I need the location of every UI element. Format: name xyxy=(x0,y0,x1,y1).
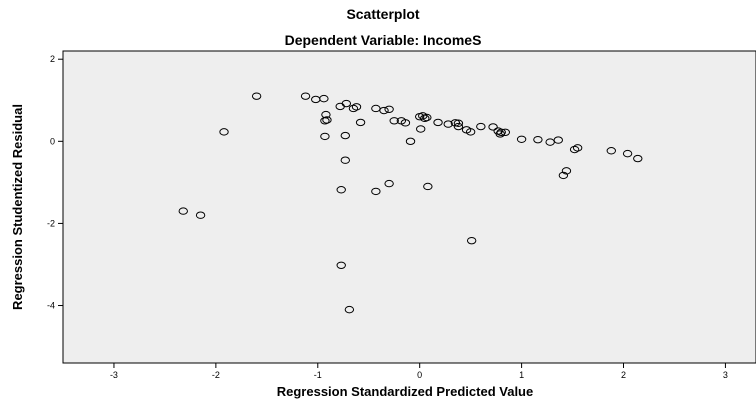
scatter-point xyxy=(569,145,580,154)
scatter-point xyxy=(423,182,433,191)
x-tick-label: 3 xyxy=(723,370,728,380)
scatter-point xyxy=(443,120,453,128)
chart-title: Scatterplot xyxy=(346,6,419,22)
scatter-point xyxy=(340,156,350,164)
scatter-point xyxy=(500,128,510,136)
y-tick-label: 2 xyxy=(50,54,55,64)
scatter-point xyxy=(336,186,346,194)
scatter-point xyxy=(453,119,464,127)
scatter-point xyxy=(384,179,394,188)
y-tick-label: -4 xyxy=(47,301,55,311)
scatter-point xyxy=(384,105,394,113)
x-tick-label: -2 xyxy=(212,370,220,380)
axis-ticks: -3 -2 -1 0 1 2 3 2 0 -2 -4 xyxy=(47,54,728,380)
scatter-point xyxy=(371,104,381,113)
scatter-point xyxy=(195,211,206,219)
scatter-point xyxy=(496,128,506,136)
y-axis-label: Regression Studentized Residual xyxy=(10,104,25,310)
y-tick-label: -2 xyxy=(47,218,55,228)
x-axis-label: Regression Standardized Predicted Value xyxy=(277,384,533,399)
scatter-point xyxy=(466,236,477,245)
scatter-point xyxy=(300,92,311,100)
x-tick-label: 1 xyxy=(519,370,524,380)
scatter-point xyxy=(344,305,355,314)
x-tick-label: 0 xyxy=(417,370,422,380)
scatter-point xyxy=(453,122,464,131)
scatter-point xyxy=(336,261,346,269)
scatter-point xyxy=(488,123,498,131)
scatter-point xyxy=(561,167,572,175)
scatter-point xyxy=(319,94,329,103)
scatter-point xyxy=(320,132,330,141)
scatter-point xyxy=(320,117,330,125)
scatter-point xyxy=(355,118,366,127)
scatter-point xyxy=(322,116,332,124)
y-tick-label: 0 xyxy=(50,136,55,146)
scatter-point xyxy=(622,149,633,158)
scatter-point xyxy=(178,207,188,215)
scatter-point xyxy=(348,104,359,113)
scatter-point xyxy=(379,106,389,115)
scatter-point xyxy=(405,137,416,146)
x-tick-label: -3 xyxy=(110,370,118,380)
scatter-point xyxy=(433,118,443,127)
scatter-point xyxy=(553,136,563,144)
plot-area xyxy=(62,50,756,364)
scatter-point xyxy=(558,171,569,180)
scatter-point xyxy=(341,99,352,108)
scatter-point xyxy=(219,128,229,136)
scatter-point xyxy=(351,103,362,111)
x-tick-label: -1 xyxy=(314,370,322,380)
scatter-point xyxy=(340,131,350,140)
scatter-point xyxy=(633,154,643,163)
scatter-point xyxy=(251,92,262,100)
chart-subtitle: Dependent Variable: IncomeS xyxy=(285,32,482,48)
scatter-point xyxy=(420,114,430,123)
scatter-point xyxy=(533,135,543,144)
scatter-point xyxy=(465,128,476,136)
scatter-point xyxy=(476,122,486,131)
scatter-point xyxy=(371,187,381,196)
scatter-point xyxy=(545,138,555,146)
scatter-point xyxy=(572,144,583,152)
scatter-point xyxy=(389,117,399,125)
scatter-point xyxy=(416,125,426,133)
scatter-point xyxy=(422,113,432,122)
scatter-point xyxy=(606,147,616,155)
x-tick-label: 2 xyxy=(621,370,626,380)
scatter-point xyxy=(516,135,527,143)
scatter-point xyxy=(495,130,505,138)
scatter-point xyxy=(400,119,411,127)
data-points xyxy=(178,92,643,314)
